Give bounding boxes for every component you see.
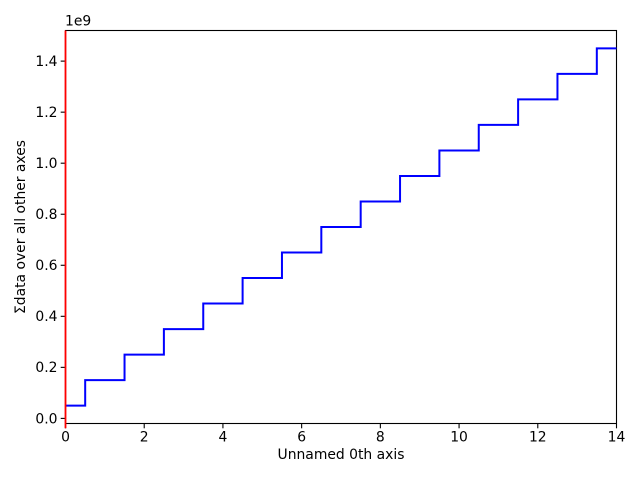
offset-text: 1e9 [65, 14, 91, 30]
x-tick-label: 14 [608, 430, 626, 446]
x-tick-label: 0 [61, 430, 70, 446]
y-axis-ticks: 0.0 0.2 0.4 0.6 0.8 1.0 1.2 1.4 [35, 54, 66, 427]
step-line [65, 47, 617, 407]
x-tick-label: 6 [297, 430, 306, 446]
x-tick-label: 2 [140, 430, 149, 446]
y-axis-label: Σdata over all other axes [13, 140, 29, 314]
x-axis-label: Unnamed 0th axis [278, 447, 405, 463]
x-tick-label: 10 [450, 430, 468, 446]
y-tick-label: 0.2 [35, 360, 57, 376]
y-tick-label: 0.0 [35, 411, 57, 427]
y-tick-label: 0.4 [35, 309, 57, 325]
y-tick-label: 1.0 [35, 156, 57, 172]
x-tick-label: 8 [376, 430, 385, 446]
y-tick-label: 1.2 [35, 105, 57, 121]
x-tick-label: 4 [219, 430, 228, 446]
y-tick-label: 0.8 [35, 207, 57, 223]
x-tick-label: 12 [529, 430, 547, 446]
y-tick-label: 0.6 [35, 258, 57, 274]
y-tick-label: 1.4 [35, 54, 57, 70]
x-axis-ticks: 0 2 4 6 8 10 12 14 [61, 423, 626, 446]
